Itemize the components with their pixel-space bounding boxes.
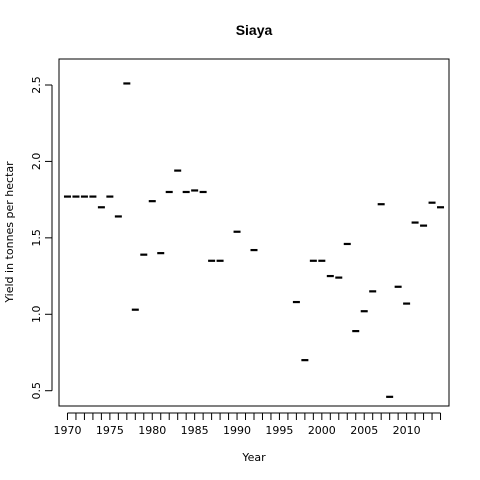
y-axis-label: Yield in tonnes per hectar (3, 161, 16, 304)
x-tick-label: 1970 (53, 424, 81, 437)
y-tick-label: 1.0 (30, 306, 43, 324)
x-tick-label: 1995 (265, 424, 293, 437)
y-tick-label: 0.5 (30, 382, 43, 400)
chart-title: Siaya (236, 22, 273, 38)
y-tick-label: 2.5 (30, 76, 43, 94)
x-tick-label: 1990 (223, 424, 251, 437)
x-tick-label: 1985 (181, 424, 209, 437)
x-tick-label: 2010 (393, 424, 421, 437)
x-tick-label: 2000 (308, 424, 336, 437)
x-tick-label: 1975 (96, 424, 124, 437)
x-axis: 1970 1975 1980 1985 1990 1995 2000 2005 2010 (53, 412, 442, 437)
plot-frame (58, 58, 450, 407)
x-tick-label: 1980 (138, 424, 166, 437)
x-tick-label: 2005 (350, 424, 378, 437)
y-tick-label: 2.0 (30, 153, 43, 171)
y-axis: 0.5 1.0 1.5 2.0 2.5 (30, 76, 53, 400)
x-axis-label: Year (241, 451, 266, 464)
data-points (63, 82, 445, 398)
y-tick-label: 1.5 (30, 229, 43, 247)
